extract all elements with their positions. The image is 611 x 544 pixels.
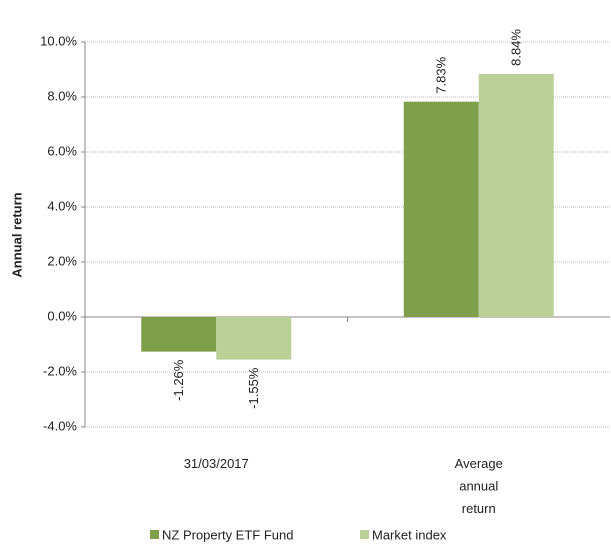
legend-label: NZ Property ETF Fund	[162, 527, 293, 542]
y-tick-label: 10.0%	[40, 33, 77, 48]
x-tick-label-line: annual	[459, 479, 498, 494]
legend-swatch	[150, 530, 159, 539]
y-tick-label: 4.0%	[47, 198, 77, 213]
x-tick-label: Average annual return	[455, 456, 503, 516]
legend-swatch	[360, 530, 369, 539]
bar	[478, 73, 554, 318]
bar	[216, 317, 292, 360]
data-label: -1.26%	[171, 359, 186, 401]
x-tick-label-line: return	[462, 501, 496, 516]
x-tick-label: 31/03/2017	[184, 456, 249, 471]
y-axis-label: Annual return	[9, 192, 24, 277]
y-tick-label: 8.0%	[47, 88, 77, 103]
y-tick-label: 0.0%	[47, 308, 77, 323]
y-tick-label: -2.0%	[43, 363, 77, 378]
x-tick-label-line: Average	[455, 456, 503, 471]
data-label: 7.83%	[434, 56, 449, 93]
bar	[141, 317, 217, 352]
y-tick-label: 2.0%	[47, 253, 77, 268]
legend-label: Market index	[372, 527, 447, 542]
bar	[403, 101, 479, 317]
data-label: -1.55%	[246, 367, 261, 409]
x-tick-label-line: 31/03/2017	[184, 456, 249, 471]
data-label: 8.84%	[509, 29, 524, 66]
y-tick-label: -4.0%	[43, 418, 77, 433]
y-tick-label: 6.0%	[47, 143, 77, 158]
